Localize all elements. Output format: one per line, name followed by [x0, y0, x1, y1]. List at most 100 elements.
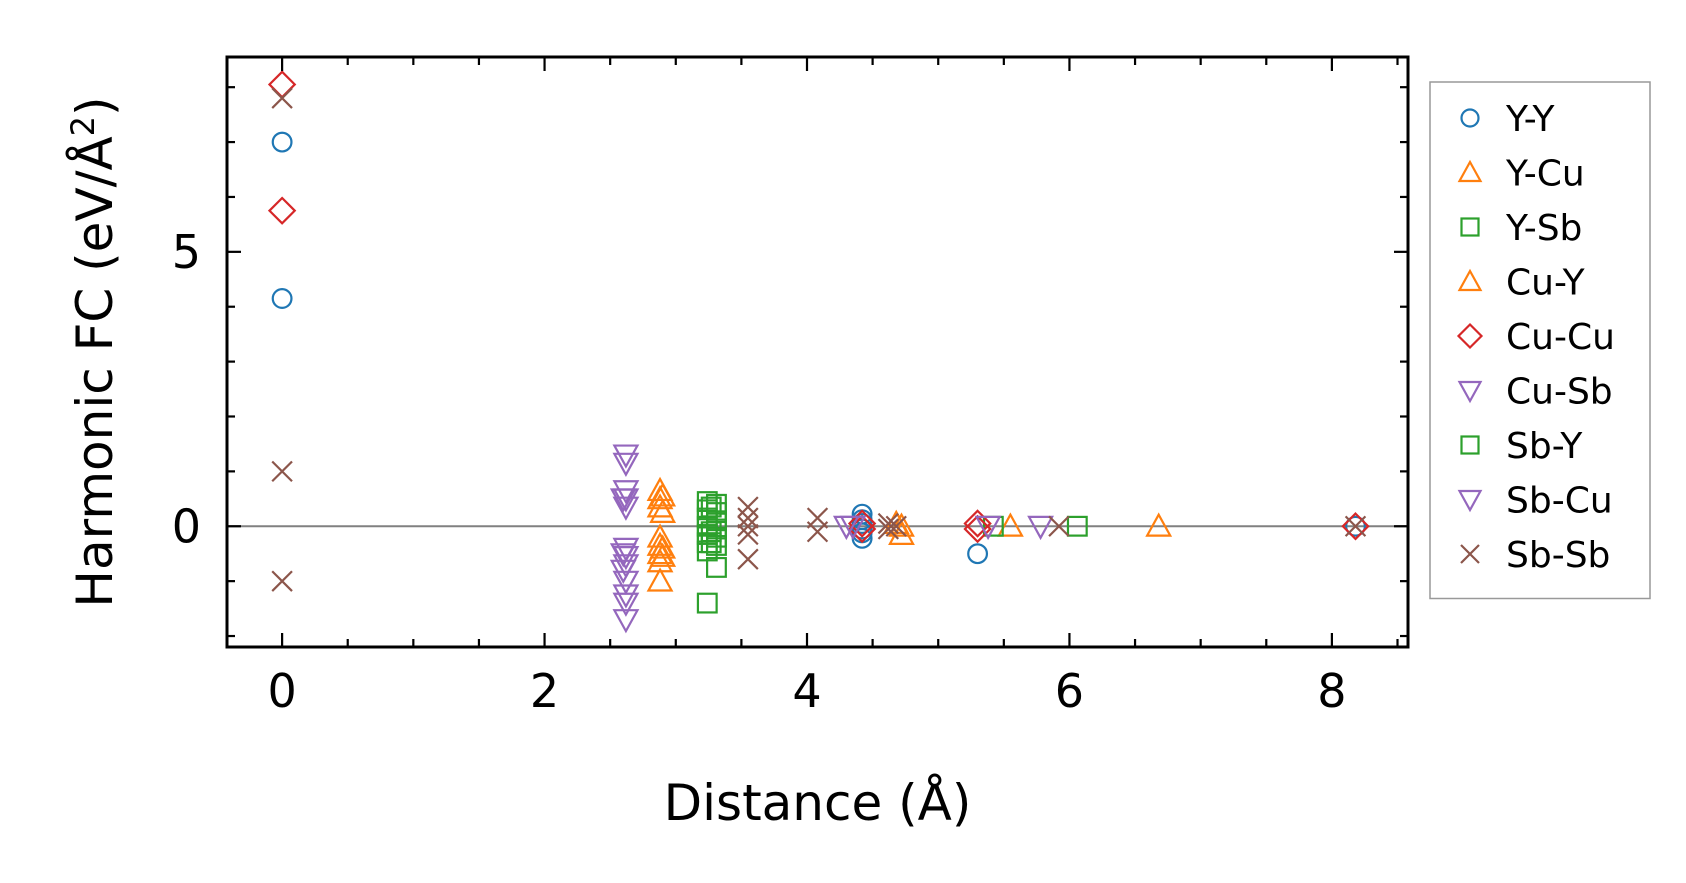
data-point-sb-sb-13	[1048, 515, 1070, 537]
data-point-cu-sb-11	[612, 609, 640, 634]
data-point-cu-y-1	[649, 498, 677, 523]
y-axis-title: Harmonic FC (eV/Å2)	[64, 96, 124, 607]
legend-item-sb-sb: Sb-Sb	[1460, 535, 1610, 576]
legend-marker-cu-sb	[1457, 380, 1483, 404]
legend-label: Sb-Cu	[1506, 481, 1613, 522]
data-point-y-y-8	[967, 543, 989, 565]
data-point-sb-y-2	[700, 532, 722, 554]
legend-marker-y-sb	[1460, 217, 1480, 237]
data-point-sb-sb-2	[271, 570, 293, 592]
data-point-y-sb-7	[696, 592, 718, 614]
data-point-y-sb-14	[706, 556, 727, 578]
data-point-sb-cu-2	[609, 559, 637, 584]
data-point-cu-sb-1	[612, 452, 640, 477]
data-point-y-sb-13	[706, 535, 727, 556]
x-tick-label: 8	[1317, 664, 1346, 718]
plot-area	[227, 57, 1408, 647]
data-point-cu-sb-14	[1027, 515, 1054, 541]
data-point-cu-cu-6	[1341, 512, 1370, 541]
legend-marker-cu-y	[1457, 268, 1483, 292]
legend-label: Y-Y	[1505, 99, 1555, 140]
legend-item-y-y: Y-Y	[1460, 99, 1555, 140]
y-axis-title-superscript: 2	[64, 116, 102, 136]
legend-marker-sb-y	[1460, 435, 1480, 455]
data-point-y-cu-3	[646, 523, 674, 548]
data-point-cu-sb-4	[612, 496, 640, 521]
data-point-sb-sb-1	[271, 460, 293, 483]
legend-item-cu-y: Cu-Y	[1457, 263, 1586, 304]
data-point-sb-sb-11	[877, 518, 900, 540]
data-point-sb-cu-3	[839, 515, 867, 541]
legend-label: Cu-Cu	[1506, 317, 1615, 358]
series-y-sb	[696, 491, 1088, 614]
data-point-cu-cu-1	[267, 196, 297, 225]
data-point-y-sb-16	[1066, 515, 1088, 537]
x-tick-label: 6	[1055, 664, 1084, 718]
legend-marker-cu-cu	[1456, 322, 1484, 350]
data-point-sb-sb-12	[885, 515, 907, 537]
data-point-sb-cu-0	[609, 488, 637, 513]
data-point-cu-sb-8	[612, 570, 640, 595]
data-point-y-cu-7	[646, 567, 674, 592]
x-axis-title: Distance (Å)	[664, 774, 972, 832]
x-tick-label: 4	[792, 664, 821, 718]
legend: Y-Y Y-Cu Y-Sb Cu-Y Cu-Cu Cu-Sb Sb-Y Sb-Cu Sb-Sb	[1429, 81, 1651, 600]
legend-label: Sb-Sb	[1506, 535, 1610, 576]
legend-item-y-cu: Y-Cu	[1457, 154, 1585, 195]
data-point-sb-sb-6	[737, 523, 759, 546]
data-point-sb-sb-5	[737, 515, 759, 537]
legend-label: Cu-Sb	[1506, 372, 1613, 413]
legend-item-sb-cu: Sb-Cu	[1457, 481, 1613, 522]
series-cu-cu	[267, 70, 1370, 544]
data-point-y-y-4	[851, 513, 873, 534]
data-point-sb-y-1	[700, 521, 722, 543]
data-point-cu-sb-2	[612, 480, 640, 505]
y-axis-title-close: )	[66, 96, 124, 116]
legend-item-y-sb: Y-Sb	[1460, 208, 1582, 249]
data-point-sb-sb-3	[737, 496, 759, 518]
y-tick-label: 0	[172, 499, 201, 553]
x-tick-label: 2	[530, 664, 559, 718]
series-sb-cu	[609, 488, 867, 584]
x-tick-label: 0	[267, 664, 296, 718]
legend-marker-sb-sb	[1460, 544, 1480, 564]
data-point-y-cu-10	[996, 512, 1024, 537]
data-point-sb-sb-4	[737, 507, 759, 529]
data-point-y-y-0	[271, 131, 293, 153]
data-point-sb-sb-0	[271, 87, 293, 109]
data-point-cu-sb-9	[612, 584, 640, 609]
data-point-sb-sb-10	[877, 512, 900, 535]
data-point-cu-y-0	[649, 482, 677, 507]
legend-label: Y-Cu	[1505, 154, 1585, 195]
series-sb-y	[700, 496, 722, 554]
data-point-cu-sb-10	[612, 592, 640, 617]
plot-frame	[225, 55, 1410, 649]
data-point-y-y-9	[1345, 515, 1366, 537]
data-point-cu-cu-2	[847, 509, 877, 538]
legend-label: Y-Sb	[1505, 208, 1582, 249]
y-tick-label: 5	[172, 225, 201, 279]
data-point-sb-y-0	[700, 496, 722, 518]
legend-label: Sb-Y	[1506, 426, 1583, 467]
data-point-sb-sb-14	[1344, 515, 1367, 537]
data-point-sb-cu-1	[609, 543, 637, 568]
data-point-cu-sb-13	[974, 515, 1002, 541]
data-point-cu-y-3	[649, 542, 677, 567]
data-point-y-y-1	[271, 288, 293, 309]
data-point-sb-sb-9	[806, 521, 829, 543]
data-point-cu-sb-0	[612, 444, 640, 469]
y-axis-title-main: Harmonic FC (eV/Å	[66, 136, 124, 607]
legend-label: Cu-Y	[1506, 263, 1586, 304]
series-sb-sb	[271, 87, 1367, 592]
data-point-cu-cu-5	[963, 514, 992, 544]
legend-marker-y-cu	[1457, 159, 1483, 183]
legend-item-cu-cu: Cu-Cu	[1456, 317, 1615, 358]
data-point-cu-cu-4	[963, 509, 992, 538]
legend-marker-sb-cu	[1457, 489, 1483, 513]
data-point-y-cu-11	[1145, 512, 1173, 537]
data-point-cu-y-2	[649, 534, 677, 559]
data-point-sb-sb-7	[737, 548, 759, 570]
legend-marker-y-y	[1460, 108, 1480, 128]
